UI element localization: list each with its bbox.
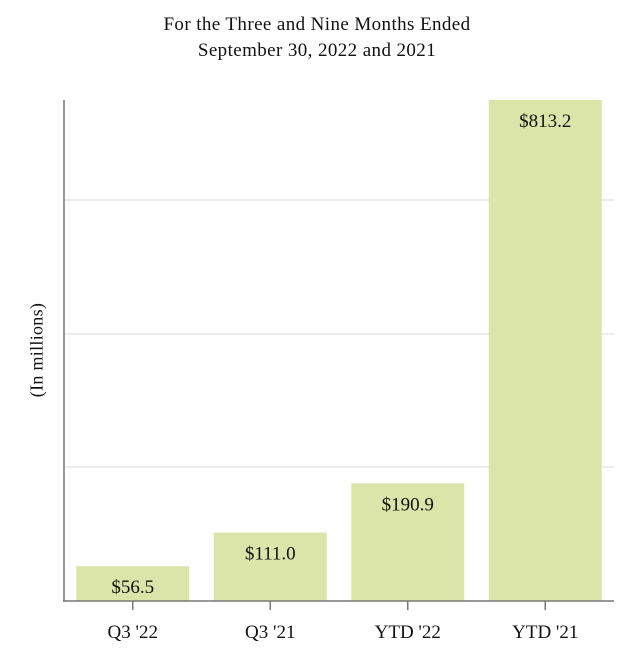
bar-value-label: $813.2 (519, 111, 571, 132)
bar-value-label: $56.5 (111, 577, 154, 598)
x-tick-label: Q3 '22 (108, 622, 158, 643)
axes (63, 100, 614, 602)
bars (76, 100, 602, 601)
bar (76, 566, 190, 601)
bar-value-labels: $56.5 $111.0 $190.9 $813.2 (111, 111, 571, 598)
x-tick-label: YTD '22 (375, 622, 441, 643)
x-ticks: Q3 '22 Q3 '21 YTD '22 YTD '21 (108, 601, 578, 643)
chart-title-line-1: For the Three and Nine Months Ended (163, 14, 471, 35)
bar-value-label: $190.9 (382, 494, 434, 515)
chart-title-line-2: September 30, 2022 and 2021 (197, 40, 437, 61)
bar-value-label: $111.0 (245, 544, 296, 565)
bar (213, 532, 327, 601)
x-tick-label: Q3 '21 (245, 622, 295, 643)
bar (351, 483, 465, 601)
x-tick-label: YTD '21 (512, 622, 578, 643)
bar (488, 100, 602, 601)
